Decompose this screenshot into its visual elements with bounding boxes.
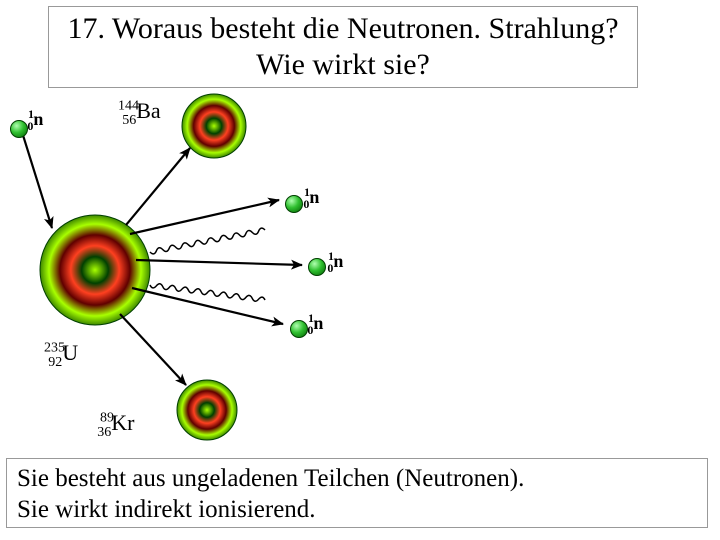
slide-title: 17. Woraus besteht die Neutronen. Strahl… (48, 6, 638, 88)
neutron-dot-n_o2 (308, 258, 326, 276)
arrow-0 (22, 132, 52, 228)
arrow-2 (130, 200, 279, 234)
fission-diagram: 14456Ba 23592U 8936Kr 10n 10n 10n 10n (0, 90, 720, 450)
neutron-dot-n_in (10, 120, 28, 138)
nucleus-u (40, 215, 150, 325)
isotope-label-ba: 14456Ba (118, 100, 161, 128)
arrow-5 (120, 314, 186, 385)
nucleus-kr (177, 380, 237, 440)
arrow-1 (126, 148, 190, 225)
nucleus-ba (182, 94, 246, 158)
gamma-wave-1 (150, 284, 265, 301)
answer-line-2: Sie wirkt indirekt ionisierend. (17, 496, 316, 523)
isotope-label-u: 23592U (44, 342, 78, 370)
answer-text: Sie besteht aus ungeladenen Teilchen (Ne… (6, 458, 708, 528)
answer-line-1: Sie besteht aus ungeladenen Teilchen (Ne… (17, 465, 524, 492)
slide: { "title": "17. Woraus besteht die Neutr… (0, 0, 720, 540)
neutron-label-n_o3: 10n (308, 312, 323, 336)
arrow-3 (136, 260, 302, 265)
isotope-label-kr: 8936Kr (100, 412, 134, 440)
neutron-dot-n_o1 (285, 195, 303, 213)
neutron-label-n_in: 10n (28, 108, 43, 132)
neutron-label-n_o1: 10n (304, 186, 319, 210)
neutron-dot-n_o3 (290, 320, 308, 338)
neutron-label-n_o2: 10n (328, 250, 343, 274)
diagram-svg (0, 90, 720, 450)
gamma-wave-0 (150, 228, 265, 254)
